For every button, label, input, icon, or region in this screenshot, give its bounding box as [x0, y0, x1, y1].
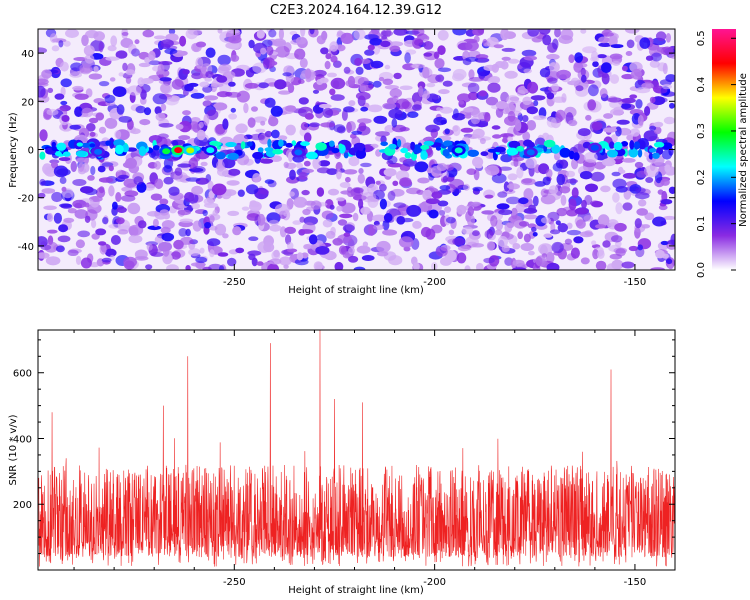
- heatmap-y-tick-label: 40: [21, 49, 34, 60]
- heatmap-hotspot-core: [206, 147, 215, 154]
- snr-y-label: SNR (10 * v/v): [8, 414, 19, 485]
- colorbar: 0.0 0.1 0.2 0.3 0.4 0.5 Normalized spectral a…: [696, 29, 749, 278]
- snr-x-tick-label: -200: [423, 577, 446, 588]
- colorbar-tick-label: 0.3: [696, 123, 707, 139]
- heatmap-x-tick-label: -250: [223, 277, 246, 288]
- heatmap-x-label: Height of straight line (km): [288, 285, 424, 296]
- chart-title: C2E3.2024.164.12.39.G12: [270, 3, 442, 18]
- colorbar-ticks: 0.0 0.1 0.2 0.3 0.4 0.5: [696, 30, 736, 278]
- colorbar-tick-label: 0.1: [696, 216, 707, 232]
- colorbar-gradient: [712, 29, 736, 270]
- heatmap-y-label: Frequency (Hz): [8, 112, 19, 188]
- heatmap-hotspot-core: [186, 147, 195, 154]
- snr-panel: -250 -200 -150 200 400 600 Height of straight…: [8, 329, 676, 596]
- heatmap-x-tick-label: -200: [423, 277, 446, 288]
- heatmap-hotspot-core: [162, 148, 171, 155]
- snr-x-tick-label: -250: [223, 577, 246, 588]
- heatmap-hotspot-core: [454, 147, 463, 154]
- heatmap-hotspot-core: [94, 148, 103, 155]
- colorbar-tick-label: 0.2: [696, 169, 707, 185]
- colorbar-tick-label: 0.4: [696, 77, 707, 93]
- heatmap-y-tick-label: 0: [28, 146, 34, 157]
- snr-axes: -250 -200 -150 200 400 600: [13, 330, 676, 588]
- heatmap-hotspot-core: [294, 149, 303, 156]
- snr-y-tick-label: 400: [13, 434, 32, 445]
- heatmap-y-tick-label: -20: [18, 194, 34, 205]
- heatmap-image: [38, 29, 675, 270]
- colorbar-label: Normalized spectral amplitude: [738, 73, 749, 227]
- heatmap-x-tick-label: -150: [624, 277, 647, 288]
- snr-x-label: Height of straight line (km): [288, 585, 424, 596]
- heatmap-y-tick-label: -40: [18, 242, 34, 253]
- snr-series-line: [38, 330, 675, 567]
- snr-y-tick-label: 600: [13, 369, 32, 380]
- colorbar-tick-label: 0.0: [696, 262, 707, 278]
- heatmap-hotspot-core: [526, 149, 535, 156]
- snr-frame: [37, 329, 676, 571]
- snr-x-tick-label: -150: [624, 577, 647, 588]
- heatmap-y-tick-label: 20: [21, 97, 34, 108]
- heatmap-hotspot-core: [590, 144, 599, 151]
- colorbar-tick-label: 0.5: [696, 30, 707, 46]
- snr-y-tick-label: 200: [13, 500, 32, 511]
- heatmap-hotspot-core: [174, 147, 183, 154]
